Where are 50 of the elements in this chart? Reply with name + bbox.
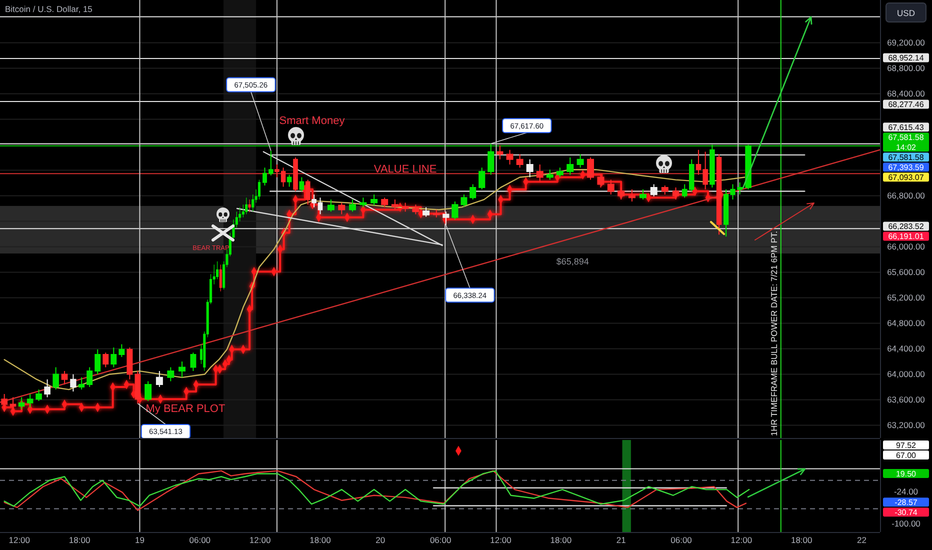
x-tick-label: 18:00 bbox=[550, 535, 572, 545]
y-tick-label: 66,000.00 bbox=[887, 242, 926, 252]
annotation: $65,894 bbox=[556, 256, 589, 266]
ref-line-label: 68,277.46 bbox=[888, 100, 924, 110]
x-tick-label: 12:00 bbox=[490, 535, 512, 545]
text: 67,093.07 bbox=[888, 172, 924, 182]
text: 97.52 bbox=[896, 440, 917, 450]
x-tick-label: 21 bbox=[616, 535, 626, 545]
y-tick-label: 65,600.00 bbox=[887, 267, 926, 278]
text: 67.00 bbox=[896, 450, 917, 460]
x-tick-label: 22 bbox=[857, 535, 867, 545]
text: 19.50 bbox=[896, 469, 917, 478]
y-tick-label: 65,200.00 bbox=[887, 292, 926, 303]
x-tick-label: 18:00 bbox=[310, 535, 332, 545]
x-tick-label: 12:00 bbox=[249, 535, 271, 545]
annotation: My BEAR PLOT bbox=[146, 403, 226, 416]
y-tick-label: 63,600.00 bbox=[887, 394, 926, 405]
x-tick-label: 12:00 bbox=[730, 535, 752, 545]
x-tick-label: 06:00 bbox=[189, 535, 211, 545]
y-tick-label: 68,800.00 bbox=[887, 63, 926, 74]
x-tick-label: 20 bbox=[376, 535, 386, 545]
y-tick-label: -100.00 bbox=[892, 518, 921, 528]
y-tick-label: 64,400.00 bbox=[887, 344, 926, 354]
y-tick-label: 68,400.00 bbox=[887, 88, 926, 99]
text: -28.57 bbox=[894, 498, 918, 507]
annotation: Smart Money bbox=[279, 115, 346, 127]
x-tick-label: 06:00 bbox=[430, 535, 452, 545]
annotation: VALUE LINE bbox=[374, 164, 437, 176]
text: 66,191.01 bbox=[888, 232, 924, 242]
y-tick-label: -24.00 bbox=[894, 486, 918, 497]
ref-line-label: 67,615.43 bbox=[888, 122, 924, 132]
text: 67,393.59 bbox=[888, 162, 924, 172]
x-tick-label: 19 bbox=[134, 535, 145, 545]
y-tick-label: 69,200.00 bbox=[887, 38, 926, 48]
text: -30.74 bbox=[894, 508, 918, 517]
y-tick-label: 64,800.00 bbox=[887, 318, 926, 328]
y-axis-title: USD bbox=[897, 8, 915, 18]
x-tick-label: 12:00 bbox=[8, 535, 30, 545]
x-tick-label: 06:00 bbox=[670, 535, 692, 545]
y-tick-label: 63,200.00 bbox=[887, 420, 926, 430]
text: 67,581.58 bbox=[888, 152, 924, 162]
ref-line-label: 68,952.14 bbox=[888, 54, 924, 63]
ref-line-label: 66,283.52 bbox=[888, 222, 924, 232]
y-tick-label: 66,800.00 bbox=[887, 190, 926, 201]
x-tick-label: 18:00 bbox=[790, 535, 813, 545]
x-tick-label: 18:00 bbox=[68, 535, 90, 545]
y-tick-label: 64,000.00 bbox=[887, 369, 926, 380]
text: Bitcoin / U.S. Dollar, 15 bbox=[5, 4, 93, 14]
ref-line-label: 67,581.58 14:02 bbox=[888, 132, 924, 152]
annotation: 1HR TIMEFRAME BULL POWER DATE: 7/21 6PM PT. bbox=[769, 228, 779, 436]
